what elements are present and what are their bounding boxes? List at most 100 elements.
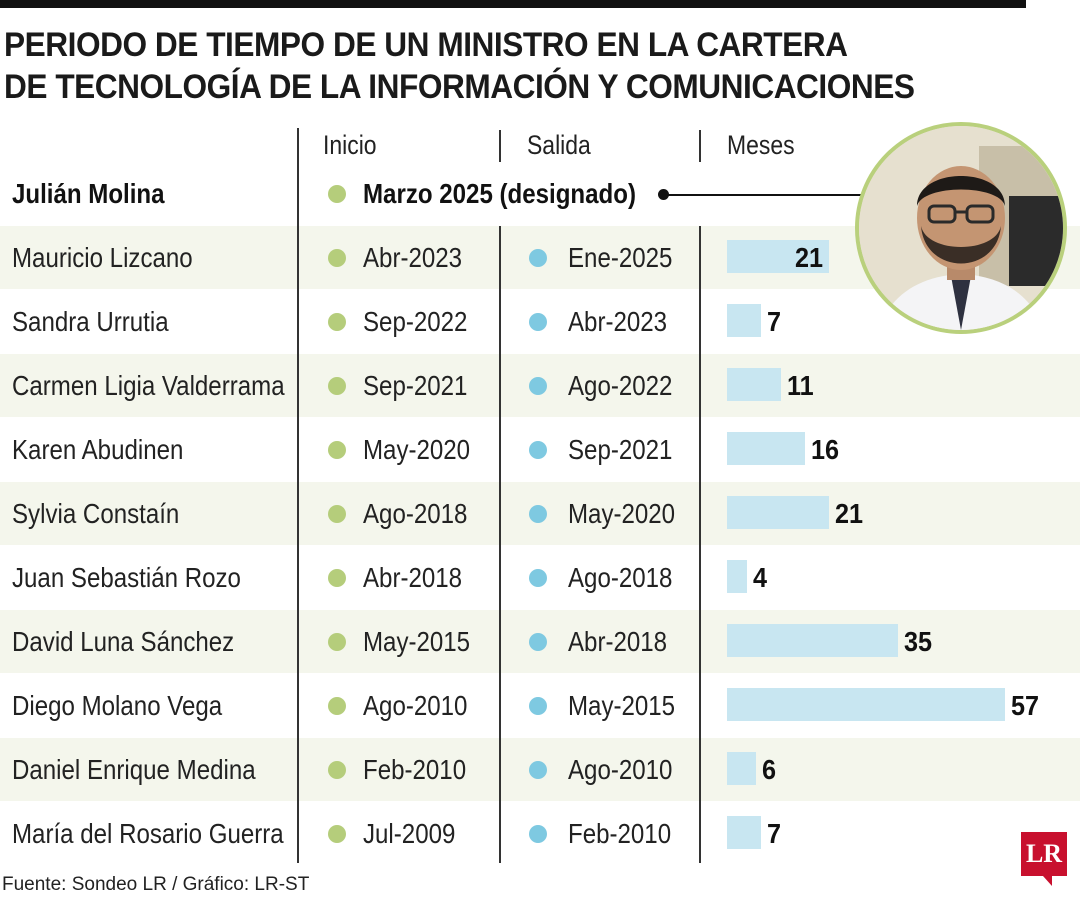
table-row: María del Rosario Guerra Jul-2009 Feb-2010… [0, 802, 1080, 865]
minister-name: Mauricio Lizcano [12, 242, 193, 273]
end-date: Sep-2021 [568, 434, 673, 465]
end-date: May-2020 [568, 498, 676, 529]
minister-name: Carmen Ligia Valderrama [12, 370, 285, 401]
end-dot-icon [529, 377, 547, 395]
table-row: Sylvia Constaín Ago-2018 May-2020 21 [0, 482, 1080, 545]
divider-months [699, 226, 701, 863]
featured-minister-name: Julián Molina [12, 178, 165, 209]
months-value: 4 [753, 562, 768, 593]
end-dot-icon [529, 441, 547, 459]
table-row: Carmen Ligia Valderrama Sep-2021 Ago-2022 1… [0, 354, 1080, 417]
months-value: 21 [835, 498, 864, 529]
months-value: 21 [795, 242, 824, 273]
table-row: Daniel Enrique Medina Feb-2010 Ago-2010 6 [0, 738, 1080, 801]
column-header-end: Salida [527, 130, 591, 160]
months-bar [727, 816, 761, 849]
months-bar [727, 688, 1005, 721]
table-row: Sandra Urrutia Sep-2022 Abr-2023 7 [0, 290, 1080, 353]
start-dot-icon [328, 185, 346, 203]
minister-name: Daniel Enrique Medina [12, 754, 256, 785]
end-date: Ago-2022 [568, 370, 673, 401]
end-dot-icon [529, 825, 547, 843]
start-date: Ago-2018 [363, 498, 468, 529]
months-bar [727, 304, 761, 337]
minister-name: David Luna Sánchez [12, 626, 235, 657]
end-date: Ago-2018 [568, 562, 673, 593]
end-dot-icon [529, 569, 547, 587]
end-dot-icon [529, 697, 547, 715]
photo-connector-line [665, 194, 870, 196]
months-value: 57 [1011, 690, 1040, 721]
table-row: Karen Abudinen May-2020 Sep-2021 16 [0, 418, 1080, 481]
minister-name: Diego Molano Vega [12, 690, 223, 721]
start-date: Sep-2022 [363, 306, 468, 337]
end-date: May-2015 [568, 690, 676, 721]
start-date: Abr-2023 [363, 242, 463, 273]
months-value: 7 [767, 818, 782, 849]
months-bar [727, 560, 747, 593]
divider-end-header [499, 130, 501, 162]
start-date: May-2020 [363, 434, 471, 465]
months-value: 16 [811, 434, 840, 465]
column-header-months: Meses [727, 130, 795, 160]
start-dot-icon [328, 505, 346, 523]
months-bar [727, 496, 829, 529]
end-dot-icon [529, 249, 547, 267]
portrait-illustration [859, 126, 1063, 330]
months-bar [727, 624, 898, 657]
minister-name: Sylvia Constaín [12, 498, 180, 529]
featured-start-date: Marzo 2025 (designado) [363, 178, 636, 209]
end-dot-icon [529, 633, 547, 651]
months-bar [727, 240, 829, 273]
start-dot-icon [328, 761, 346, 779]
start-date: Jul-2009 [363, 818, 456, 849]
months-value: 7 [767, 306, 782, 337]
months-bar [727, 752, 756, 785]
top-rule [0, 0, 1026, 8]
months-bar [727, 432, 805, 465]
start-dot-icon [328, 633, 346, 651]
source-note: Fuente: Sondeo LR / Gráfico: LR-ST [2, 874, 310, 895]
end-dot-icon [529, 313, 547, 331]
divider-months-header [699, 130, 701, 162]
months-bar [727, 368, 781, 401]
minister-name: María del Rosario Guerra [12, 818, 284, 849]
start-dot-icon [328, 441, 346, 459]
minister-name: Juan Sebastián Rozo [12, 562, 241, 593]
end-dot-icon [529, 505, 547, 523]
table-row: David Luna Sánchez May-2015 Abr-2018 35 [0, 610, 1080, 673]
start-date: Feb-2010 [363, 754, 467, 785]
connector-dot-icon [658, 189, 669, 200]
start-dot-icon [328, 313, 346, 331]
lr-logo: LR [1021, 832, 1067, 876]
minister-name: Sandra Urrutia [12, 306, 169, 337]
end-date: Abr-2023 [568, 306, 668, 337]
start-date: Abr-2018 [363, 562, 463, 593]
end-date: Abr-2018 [568, 626, 668, 657]
divider-end [499, 226, 501, 863]
divider-start [297, 128, 299, 863]
table-row: Juan Sebastián Rozo Abr-2018 Ago-2018 4 [0, 546, 1080, 609]
title-line-2: DE TECNOLOGÍA DE LA INFORMACIÓN Y COMUNI… [4, 68, 915, 106]
lr-logo-tail [1043, 876, 1052, 886]
start-date: Sep-2021 [363, 370, 468, 401]
chart-title: PERIODO DE TIEMPO DE UN MINISTRO EN LA C… [4, 24, 915, 108]
minister-name: Karen Abudinen [12, 434, 184, 465]
end-date: Ene-2025 [568, 242, 673, 273]
table-row: Diego Molano Vega Ago-2010 May-2015 57 [0, 674, 1080, 737]
end-date: Ago-2010 [568, 754, 673, 785]
title-line-1: PERIODO DE TIEMPO DE UN MINISTRO EN LA C… [4, 26, 848, 64]
months-value: 35 [904, 626, 933, 657]
start-dot-icon [328, 569, 346, 587]
start-dot-icon [328, 249, 346, 267]
months-value: 6 [762, 754, 777, 785]
featured-row: Julián Molina Marzo 2025 (designado) [0, 162, 1080, 225]
minister-portrait [855, 122, 1067, 334]
start-date: May-2015 [363, 626, 471, 657]
end-dot-icon [529, 761, 547, 779]
column-header-start: Inicio [323, 130, 377, 160]
start-date: Ago-2010 [363, 690, 468, 721]
months-value: 11 [787, 370, 814, 401]
start-dot-icon [328, 377, 346, 395]
end-date: Feb-2010 [568, 818, 672, 849]
